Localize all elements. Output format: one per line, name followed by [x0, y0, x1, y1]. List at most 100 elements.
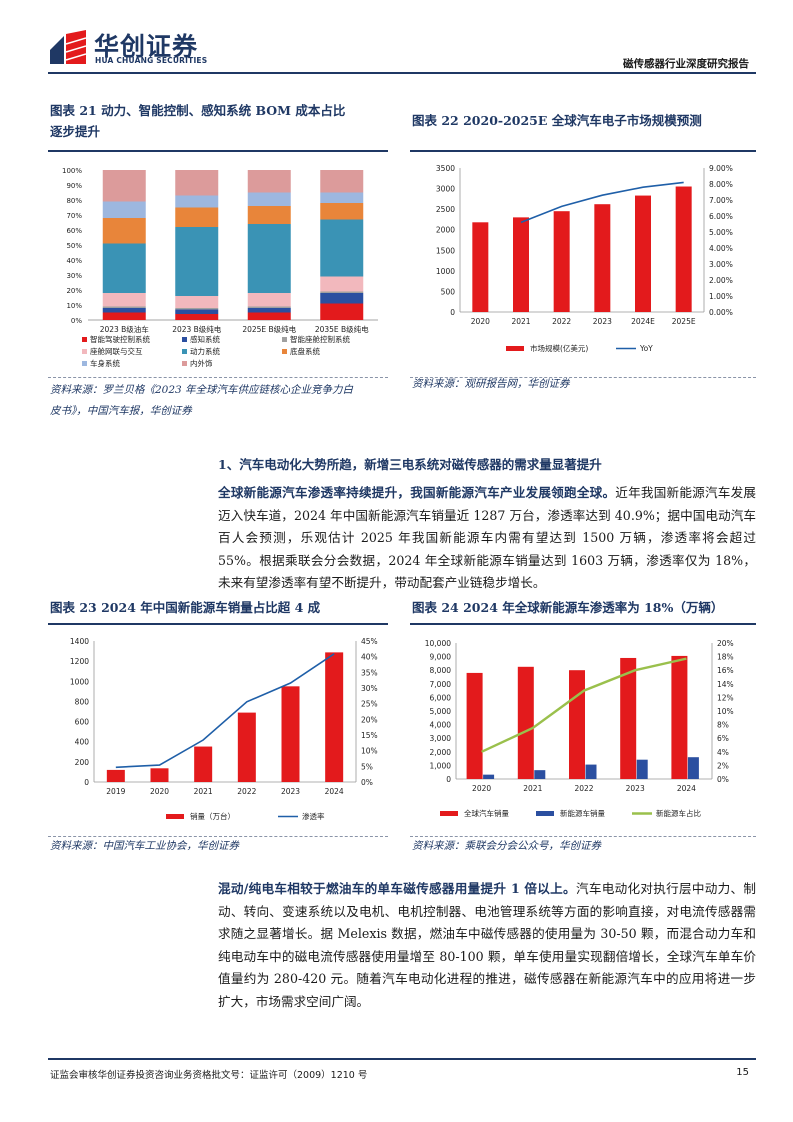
series-line [115, 653, 335, 769]
bar [150, 768, 169, 782]
bar-segment [247, 170, 291, 193]
bar-segment [102, 308, 146, 313]
x-tick-label: 2020 [472, 784, 491, 793]
legend-label: 市场规模(亿美元) [530, 343, 588, 353]
bar-segment [247, 206, 291, 224]
y-right-tick-label: 12% [717, 693, 734, 702]
legend-label: 智能座舱控制系统 [290, 334, 350, 344]
y-left-tick-label: 9,000 [430, 653, 452, 662]
y-right-tick-label: 5% [361, 762, 373, 771]
y-tick-label: 40% [66, 257, 82, 265]
legend-label: 智能驾驶控制系统 [90, 334, 150, 344]
y-right-tick-label: 20% [361, 715, 378, 724]
y-right-tick-label: 15% [361, 731, 378, 740]
legend-label: 底盘系统 [290, 346, 320, 356]
bar [671, 655, 688, 779]
bar-segment [247, 308, 291, 313]
y-right-tick-label: 40% [361, 653, 378, 662]
bar-segment [247, 293, 291, 307]
section-heading: 1、汽车电动化大势所趋，新增三电系统对磁传感器的需求量显著提升 [218, 457, 602, 472]
bar-segment [247, 192, 291, 206]
paragraph-lead: 混动/纯电车相较于燃油车的单车磁传感器用量提升 1 倍以上。 [218, 881, 576, 896]
y-tick-label: 100% [62, 167, 82, 175]
x-tick-label: 2022 [574, 784, 593, 793]
y-right-tick-label: 2% [717, 761, 729, 770]
y-right-tick-label: 45% [361, 637, 378, 646]
legend-swatch [182, 349, 187, 354]
y-right-tick-label: 6.00% [709, 212, 733, 221]
y-left-tick-label: 800 [75, 697, 90, 706]
fig23-title: 图表 23 2024 年中国新能源车销量占比超 4 成 [50, 600, 321, 615]
y-right-tick-label: 20% [717, 639, 734, 648]
bar-segment [247, 312, 291, 320]
bar-segment [320, 291, 364, 293]
bar [636, 759, 648, 779]
y-tick-label: 70% [66, 212, 82, 220]
legend-swatch [182, 337, 187, 342]
y-left-tick-label: 2,000 [430, 748, 452, 757]
bar-segment [320, 219, 364, 277]
y-right-tick-label: 7.00% [709, 196, 733, 205]
y-left-tick-label: 1500 [436, 246, 455, 255]
y-right-tick-label: 35% [361, 668, 378, 677]
fig24-title: 图表 24 2024 年全球新能源车渗透率为 18%（万辆） [412, 600, 724, 615]
legend-swatch [166, 814, 184, 819]
y-right-tick-label: 5.00% [709, 228, 733, 237]
y-left-tick-label: 1200 [70, 657, 89, 666]
legend-swatch [282, 349, 287, 354]
bar-segment [320, 293, 364, 304]
bar-segment [247, 306, 291, 308]
y-right-tick-label: 0% [361, 778, 373, 787]
y-right-tick-label: 2.00% [709, 276, 733, 285]
bar-segment [320, 303, 364, 320]
legend-label: 车身系统 [90, 358, 120, 368]
y-left-tick-label: 400 [75, 738, 90, 747]
fig21-source-line1: 资料来源：罗兰贝格《2023 年全球汽车供应链核心企业竞争力白 [50, 384, 354, 396]
y-right-tick-label: 18% [717, 653, 734, 662]
fig24-source-rule [410, 836, 756, 837]
paragraph-body: 近年我国新能源汽车发展迈入快车道，2024 年中国新能源汽车销量近 1287 万… [218, 485, 757, 591]
bar-segment [175, 309, 219, 314]
series-line [481, 657, 687, 753]
y-left-tick-label: 1000 [436, 267, 455, 276]
series-line [520, 181, 684, 224]
legend-label: 动力系统 [190, 346, 220, 356]
bar-segment [175, 314, 219, 320]
footer-license: 证监会审核华创证券投资咨询业务资格批文号：证监许可（2009）1210 号 [50, 1070, 368, 1081]
bar-segment [320, 170, 364, 193]
y-left-tick-label: 200 [75, 758, 90, 767]
y-right-tick-label: 8% [717, 721, 729, 730]
x-tick-label: 2024 [325, 787, 344, 796]
bar-segment [247, 224, 291, 293]
legend-label: 全球汽车销量 [464, 808, 509, 818]
page-header: 华创证券 HUA CHUANG SECURITIES 磁传感器行业深度研究报告 [0, 0, 793, 80]
legend-label: 感知系统 [190, 334, 220, 344]
y-left-tick-label: 4,000 [430, 721, 452, 730]
fig21-source-line2: 皮书》，中国汽车报，华创证券 [50, 405, 192, 417]
y-left-tick-label: 0 [84, 778, 89, 787]
page-number: 15 [736, 1067, 749, 1078]
y-left-tick-label: 3000 [436, 185, 455, 194]
x-tick-label: 2035E B级纯电 [315, 324, 369, 334]
legend-swatch [282, 337, 287, 342]
y-left-tick-label: 500 [441, 287, 456, 296]
fig21-chart: 0% 10% 20% 30% 40% 50% 60% 70% 80% 90% 100% 2023 B级… [62, 167, 378, 368]
y-tick-label: 30% [66, 272, 82, 280]
bar-segment [175, 170, 219, 196]
y-left-tick-label: 1400 [70, 637, 89, 646]
fig23-title-rule [48, 623, 388, 625]
legend-swatch [182, 361, 187, 366]
legend-label: 新能源车销量 [560, 808, 605, 818]
bar [237, 712, 256, 782]
company-logo-icon [50, 30, 86, 64]
x-tick-label: 2020 [150, 787, 169, 796]
y-left-tick-label: 0 [446, 775, 451, 784]
x-tick-label: 2022 [237, 787, 256, 796]
legend-swatch [82, 361, 87, 366]
x-tick-label: 2019 [106, 787, 125, 796]
fig22-source: 资料来源：观研报告网，华创证券 [412, 378, 570, 390]
legend-label: 座舱网联与交互 [90, 346, 143, 356]
bar-segment [320, 276, 364, 292]
legend-label: 渗透率 [302, 811, 325, 821]
legend-swatch [536, 811, 554, 816]
